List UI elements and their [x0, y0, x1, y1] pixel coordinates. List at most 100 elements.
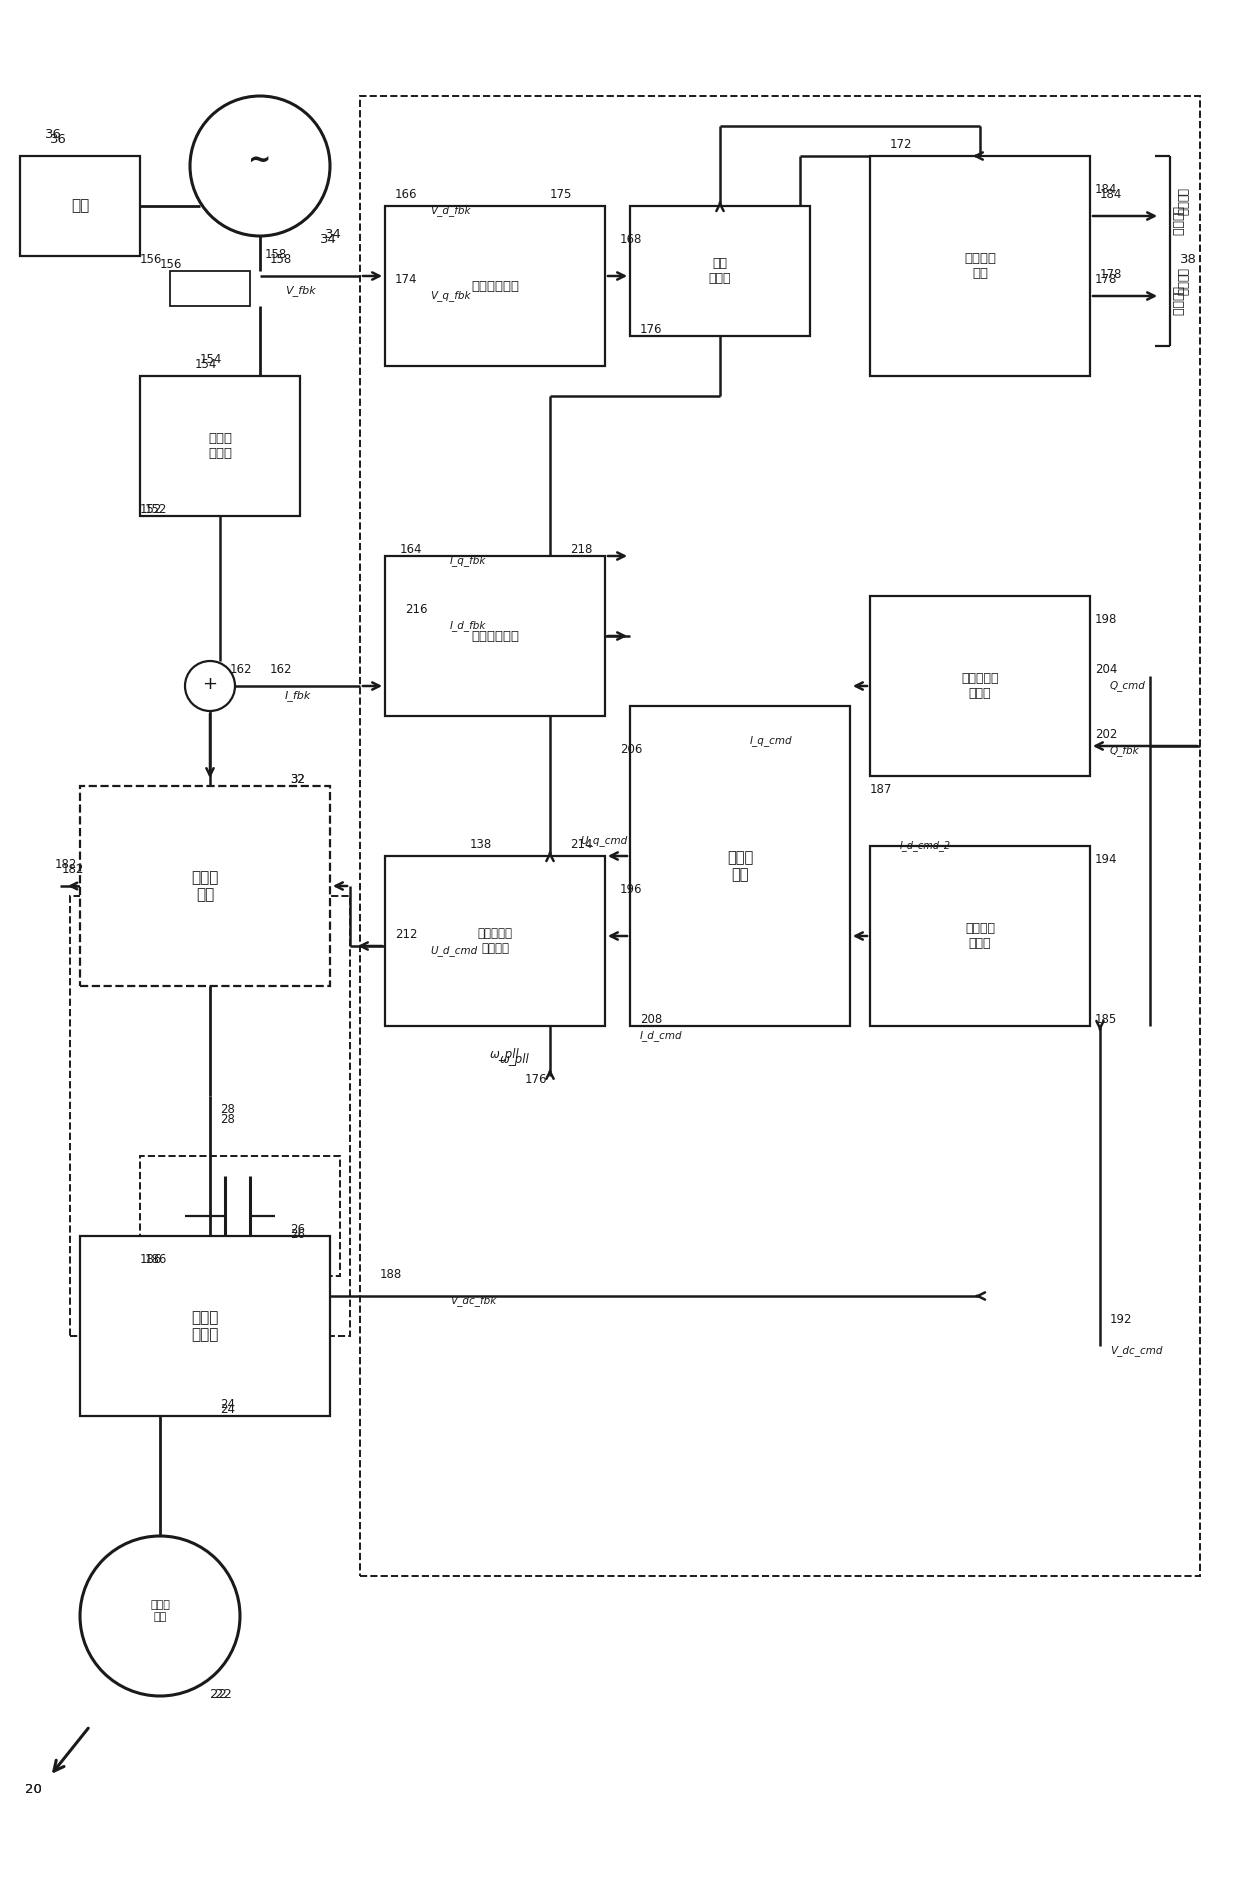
Bar	[630, 705, 849, 1026]
Text: 186: 186	[145, 1253, 167, 1267]
Text: 208: 208	[640, 1012, 662, 1026]
Text: 178: 178	[1100, 267, 1122, 281]
Text: 光伏能
量源: 光伏能 量源	[150, 1600, 170, 1621]
Text: 电压－无功
调节器: 电压－无功 调节器	[961, 671, 998, 700]
Text: 22: 22	[215, 1687, 232, 1701]
Text: 36: 36	[45, 129, 62, 140]
Text: I_q_cmd: I_q_cmd	[750, 736, 792, 745]
Bar	[384, 556, 605, 717]
Text: 184: 184	[1100, 188, 1122, 201]
Text: 32: 32	[290, 774, 305, 787]
Text: I_d_cmd_2: I_d_cmd_2	[900, 840, 951, 851]
Text: 185: 185	[1095, 1012, 1117, 1026]
Bar	[140, 375, 300, 516]
Bar	[384, 207, 605, 366]
Text: 电压变换单元: 电压变换单元	[471, 279, 520, 292]
Text: 32: 32	[290, 774, 305, 787]
Text: 扰动信号: 扰动信号	[1171, 286, 1183, 317]
Text: 坐标变换和
调制单元: 坐标变换和 调制单元	[477, 927, 512, 956]
Text: 24: 24	[219, 1403, 236, 1416]
Bar	[170, 271, 250, 305]
Text: V_dc_cmd: V_dc_cmd	[1110, 1344, 1163, 1356]
Text: I_d_fbk: I_d_fbk	[450, 620, 486, 631]
Bar	[870, 595, 1090, 775]
Text: 孤岛防护
模块: 孤岛防护 模块	[963, 252, 996, 281]
Text: 22: 22	[210, 1687, 227, 1701]
Text: 24: 24	[219, 1397, 236, 1411]
Bar	[81, 1236, 330, 1416]
Text: 196: 196	[620, 884, 642, 897]
Text: V_q_fbk: V_q_fbk	[430, 290, 470, 301]
Text: U_d_cmd: U_d_cmd	[430, 944, 477, 956]
Text: V_fbk: V_fbk	[285, 284, 316, 296]
Text: 34: 34	[325, 228, 342, 241]
Text: 174: 174	[396, 273, 418, 286]
Text: 198: 198	[1095, 612, 1117, 626]
Text: ω_pll: ω_pll	[500, 1052, 529, 1066]
Text: 28: 28	[219, 1113, 234, 1126]
Bar	[870, 155, 1090, 375]
Text: I_fbk: I_fbk	[285, 690, 311, 702]
Text: 188: 188	[379, 1268, 402, 1282]
Text: 202: 202	[1095, 728, 1117, 741]
Text: 172: 172	[890, 138, 913, 152]
Text: 156: 156	[160, 258, 182, 271]
Text: 162: 162	[229, 664, 253, 677]
Text: 178: 178	[1095, 273, 1117, 286]
Text: I_d_cmd: I_d_cmd	[640, 1030, 683, 1041]
Text: 194: 194	[1095, 853, 1117, 866]
Text: 156: 156	[140, 252, 162, 265]
Text: 187: 187	[870, 783, 893, 796]
Text: 206: 206	[620, 743, 642, 757]
Text: 162: 162	[270, 664, 293, 677]
Text: 176: 176	[525, 1073, 548, 1086]
Text: 光伏侧
变流器: 光伏侧 变流器	[191, 1310, 218, 1342]
Text: 网侧变
流器: 网侧变 流器	[191, 870, 218, 902]
Text: ~: ~	[248, 148, 272, 174]
Text: V_d_fbk: V_d_fbk	[430, 205, 470, 216]
Text: 负载: 负载	[71, 199, 89, 214]
Text: 补偿信号: 补偿信号	[1171, 207, 1183, 235]
Text: 26: 26	[290, 1223, 305, 1236]
Text: 184: 184	[1095, 184, 1117, 195]
Text: 直流电压
调节器: 直流电压 调节器	[965, 921, 994, 950]
Bar	[360, 97, 1200, 1576]
Text: 154: 154	[200, 353, 222, 366]
Text: 158: 158	[270, 252, 293, 265]
Bar	[870, 846, 1090, 1026]
Text: 166: 166	[396, 188, 418, 201]
Text: Q_fbk: Q_fbk	[1110, 745, 1140, 757]
Text: 214: 214	[570, 838, 593, 851]
Text: 扰动信号: 扰动信号	[1176, 267, 1188, 296]
Text: 26: 26	[290, 1229, 305, 1242]
Text: 锁相
环装置: 锁相 环装置	[709, 258, 732, 284]
Text: 152: 152	[140, 502, 162, 516]
Text: 218: 218	[570, 542, 593, 556]
Text: 186: 186	[140, 1253, 162, 1267]
Text: ω_pll: ω_pll	[490, 1048, 520, 1062]
Text: 175: 175	[551, 188, 573, 201]
Text: 192: 192	[1110, 1314, 1132, 1325]
Bar	[630, 207, 810, 336]
Bar	[69, 897, 350, 1337]
Text: 电流调
节器: 电流调 节器	[727, 849, 753, 882]
Text: 36: 36	[50, 133, 67, 146]
Text: Q_cmd: Q_cmd	[1110, 681, 1146, 690]
Text: +: +	[202, 675, 217, 694]
Text: V_dc_fbk: V_dc_fbk	[450, 1295, 496, 1306]
Bar	[20, 155, 140, 256]
Text: 204: 204	[1095, 664, 1117, 677]
Text: 164: 164	[401, 542, 423, 556]
Text: 电流变换单元: 电流变换单元	[471, 629, 520, 643]
Bar	[384, 855, 605, 1026]
Text: 20: 20	[25, 1782, 42, 1796]
Text: 216: 216	[405, 603, 428, 616]
Text: 176: 176	[640, 322, 662, 336]
Text: 20: 20	[25, 1782, 42, 1796]
Text: 34: 34	[320, 233, 337, 246]
Text: 补偿信号: 补偿信号	[1176, 188, 1188, 216]
Bar	[81, 787, 330, 986]
Text: 38: 38	[1180, 252, 1197, 265]
Text: 212: 212	[396, 927, 418, 940]
Text: 网侧滤
波装置: 网侧滤 波装置	[208, 432, 232, 461]
